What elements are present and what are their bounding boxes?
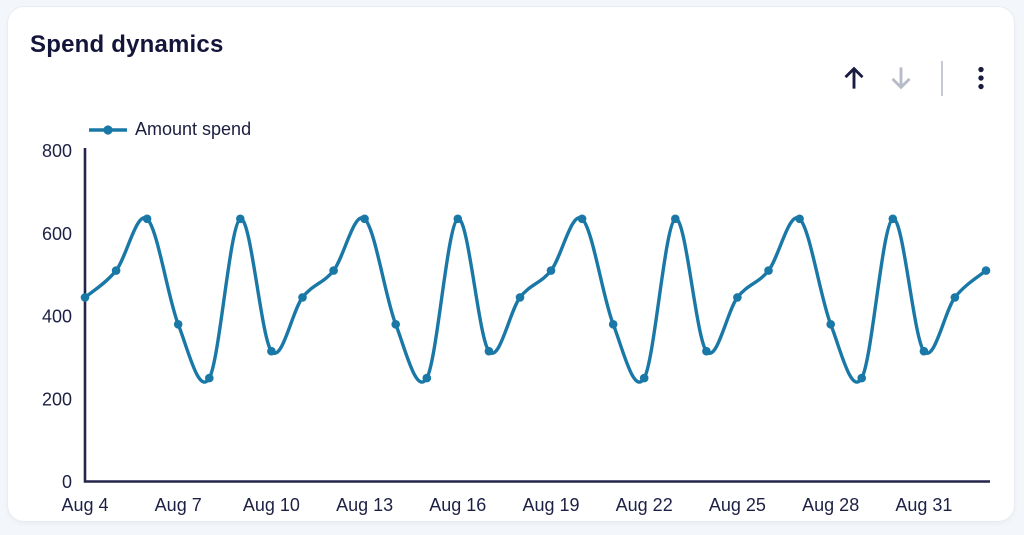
data-point-marker[interactable]	[826, 320, 835, 329]
card-title: Spend dynamics	[30, 31, 224, 58]
y-axis-tick-label: 200	[42, 389, 72, 409]
y-axis-tick-label: 800	[42, 141, 72, 161]
data-point-marker[interactable]	[857, 373, 866, 383]
y-axis-tick-label: 600	[42, 224, 72, 244]
data-point-marker[interactable]	[515, 293, 525, 302]
up-arrow-icon	[844, 66, 864, 89]
x-axis-tick-label: Aug 7	[155, 495, 202, 515]
data-point-marker[interactable]	[453, 214, 463, 224]
x-axis-tick-label: Aug 16	[429, 495, 486, 515]
data-point-marker[interactable]	[950, 293, 960, 302]
y-axis-tick-label: 400	[42, 307, 72, 327]
data-point-marker[interactable]	[205, 373, 214, 383]
data-point-marker[interactable]	[236, 214, 245, 224]
spend-dynamics-card: Spend dynamics Amount spend 0 200 4	[8, 7, 1014, 521]
data-point-marker[interactable]	[391, 320, 401, 329]
data-point-marker[interactable]	[484, 346, 494, 356]
spend-dynamics-chart: 0 200 400 600 800 Aug 4 Aug 7 Aug 10 Aug 13 Aug 1…	[42, 141, 991, 515]
data-point-marker[interactable]	[298, 293, 307, 302]
toolbar-divider	[941, 60, 943, 96]
down-arrow-button[interactable]	[881, 58, 921, 98]
data-point-marker[interactable]	[360, 214, 369, 224]
data-point-marker[interactable]	[764, 266, 773, 275]
x-axis-tick-label: Aug 31	[895, 495, 952, 515]
x-axis-tick-label: Aug 10	[243, 495, 300, 515]
data-point-marker[interactable]	[671, 214, 680, 224]
data-point-marker[interactable]	[422, 373, 432, 383]
legend-item-amount-spend[interactable]: Amount spend	[88, 119, 251, 140]
up-arrow-button[interactable]	[834, 58, 874, 98]
x-axis-tick-label: Aug 13	[336, 495, 393, 515]
data-point-marker[interactable]	[111, 266, 121, 275]
data-point-marker[interactable]	[546, 266, 556, 275]
x-axis-tick-label: Aug 4	[61, 495, 108, 515]
legend-line-marker-icon	[89, 124, 127, 135]
data-point-marker[interactable]	[981, 266, 991, 275]
data-point-marker[interactable]	[577, 214, 587, 224]
down-arrow-icon	[891, 67, 911, 90]
data-point-marker[interactable]	[919, 346, 929, 356]
data-point-marker[interactable]	[639, 373, 649, 383]
legend-label: Amount spend	[135, 119, 252, 139]
data-point-marker[interactable]	[608, 320, 618, 329]
x-axis-tick-label: Aug 19	[522, 495, 579, 515]
card-actions	[834, 58, 1001, 98]
y-axis-tick-label: 0	[62, 472, 72, 492]
more-options-button[interactable]	[961, 58, 1001, 98]
data-point-marker[interactable]	[80, 293, 90, 302]
data-point-marker[interactable]	[267, 346, 276, 356]
data-point-marker[interactable]	[142, 214, 152, 224]
data-point-marker[interactable]	[733, 293, 742, 302]
chart-axes	[83, 148, 990, 483]
x-axis-tick-label: Aug 25	[709, 495, 766, 515]
kebab-menu-icon	[978, 66, 984, 90]
x-axis-tick-label: Aug 28	[802, 495, 859, 515]
data-point-marker[interactable]	[888, 214, 898, 224]
data-point-marker[interactable]	[173, 320, 183, 329]
x-axis-tick-label: Aug 22	[616, 495, 673, 515]
data-point-marker[interactable]	[329, 266, 338, 275]
line-series-amount-spend[interactable]	[83, 216, 988, 384]
data-point-marker[interactable]	[702, 346, 711, 356]
data-point-marker[interactable]	[795, 214, 804, 224]
